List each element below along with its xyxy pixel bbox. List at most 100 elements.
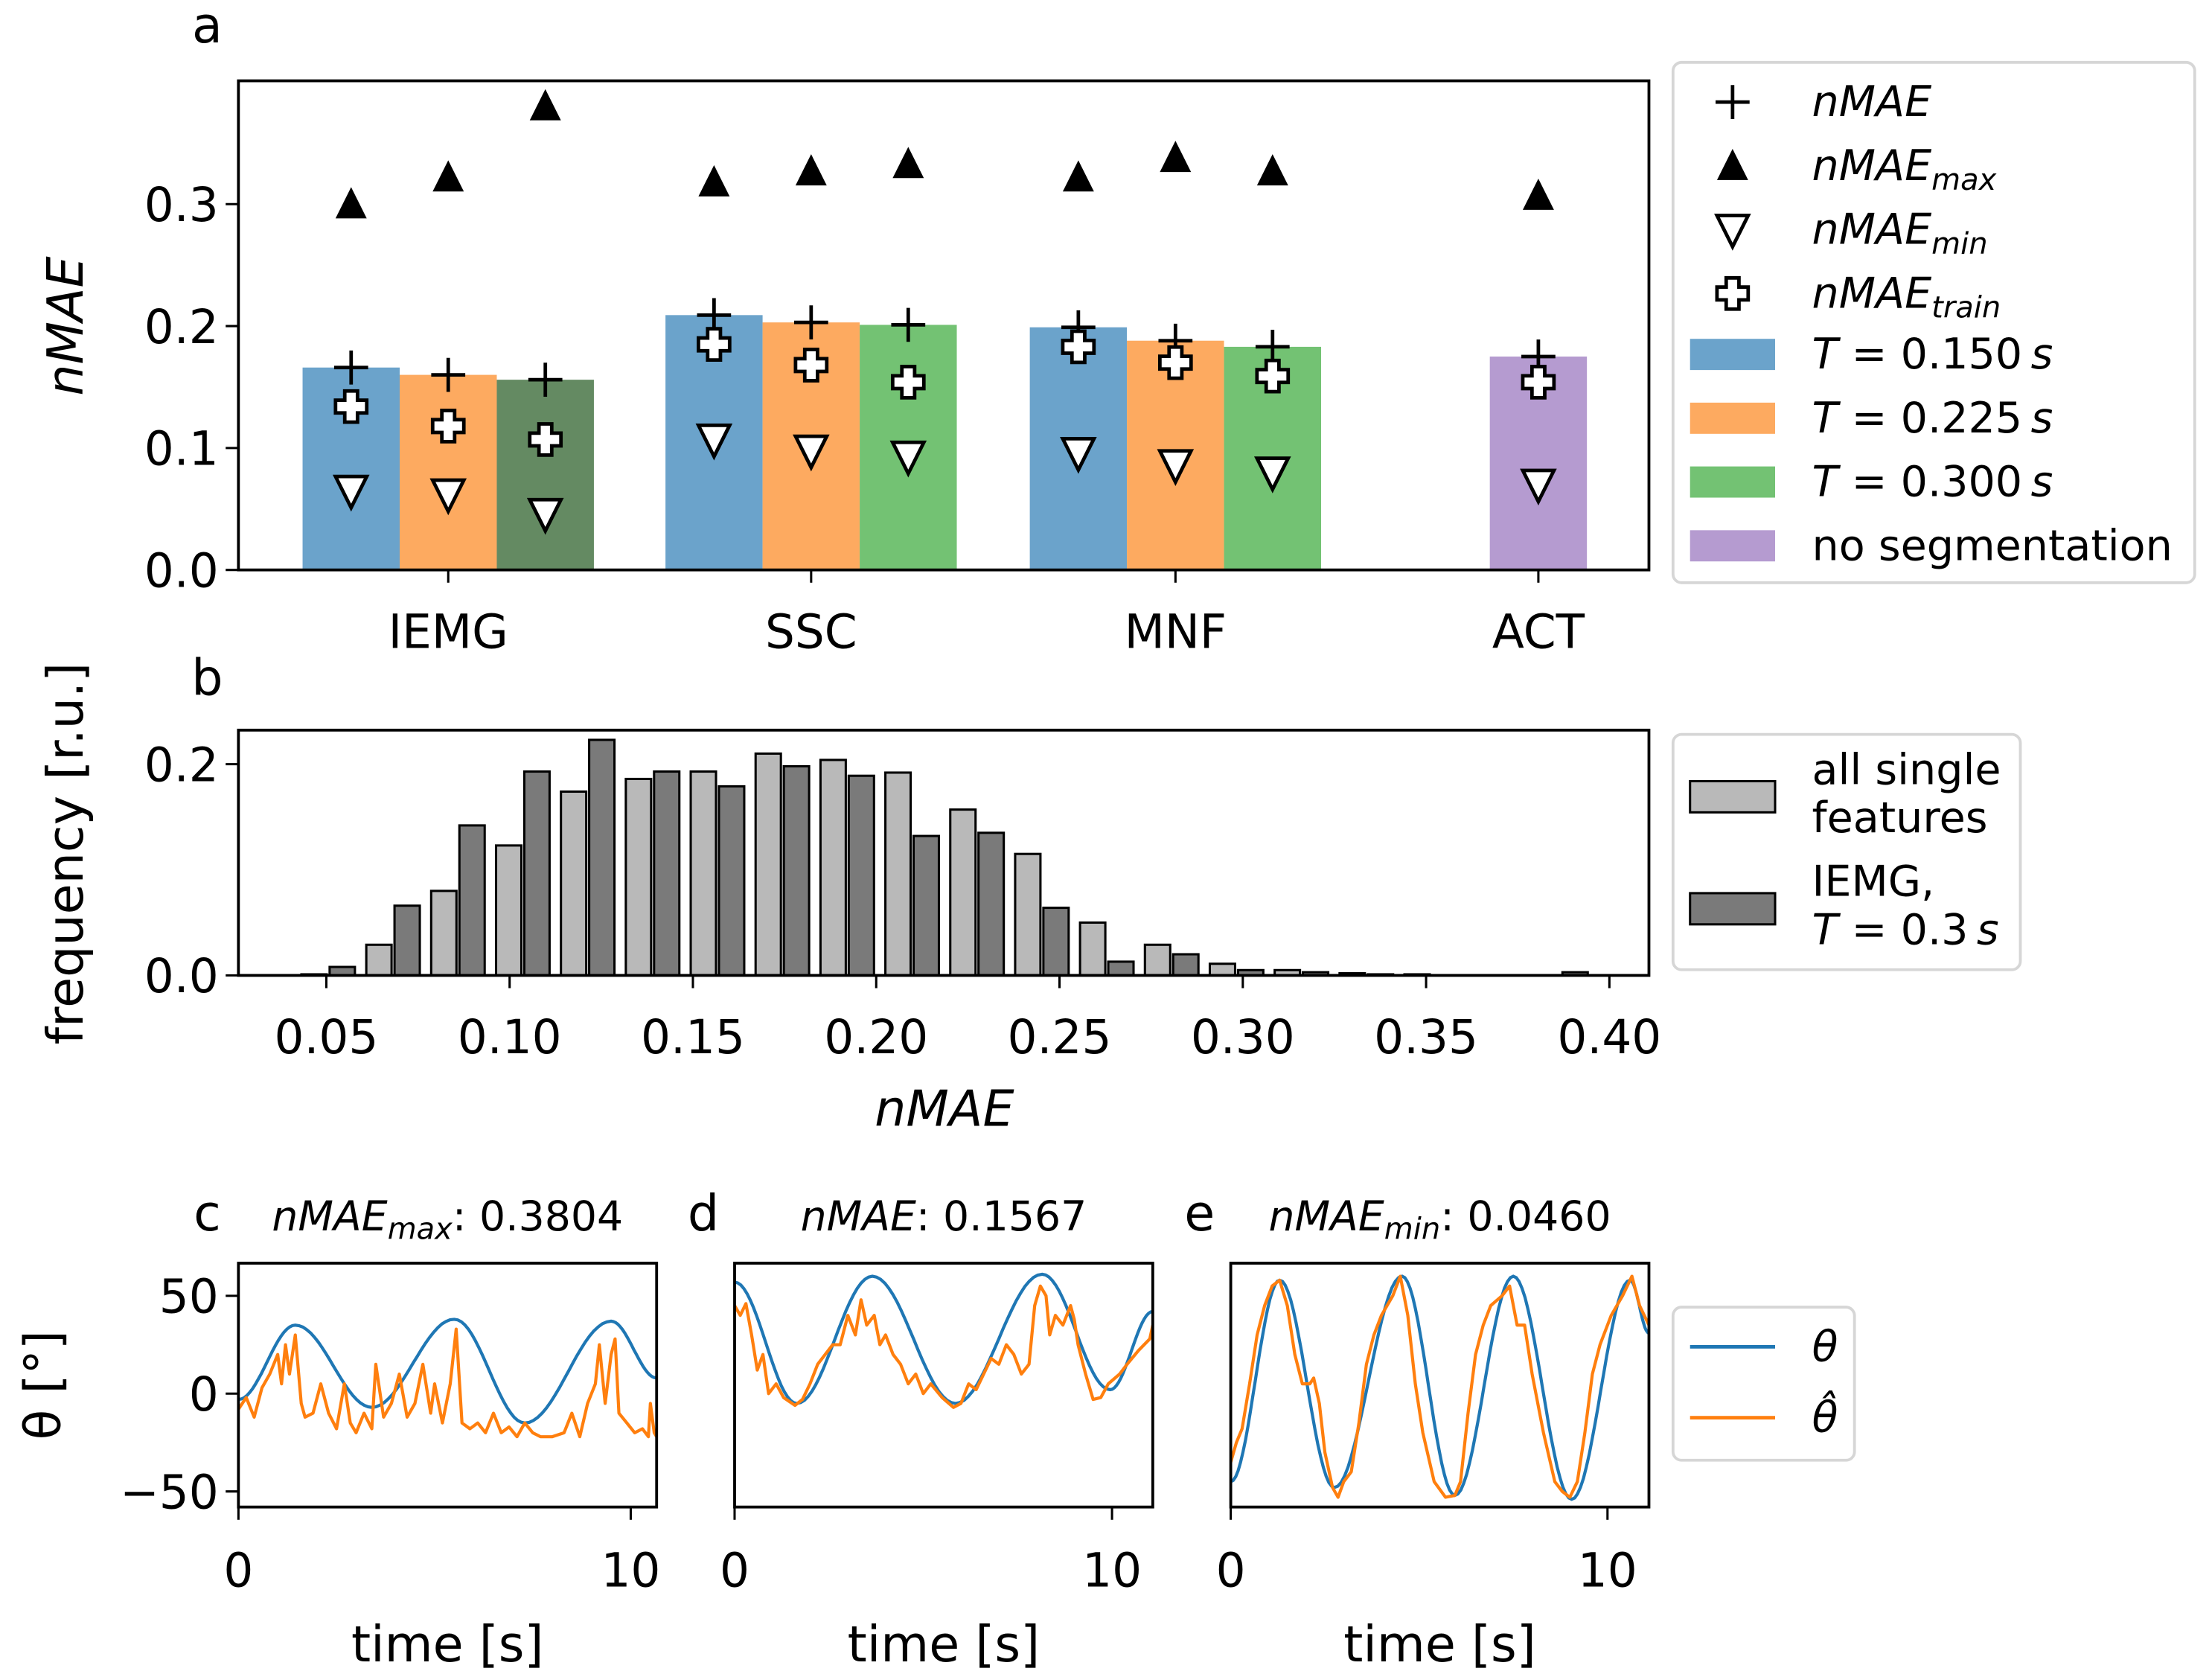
x-tick-label: 0.40 — [1557, 1010, 1661, 1064]
hist-bar-iemg — [653, 770, 681, 977]
legend-label: T = 0.300 s — [1812, 458, 2053, 507]
nmae-min-marker — [1157, 449, 1195, 486]
nmae-max-marker — [1522, 178, 1554, 210]
y-tick-label: 0.0 — [144, 544, 219, 598]
plot-frame-c — [237, 1262, 659, 1509]
legend-text: no segmentation — [1812, 521, 2173, 570]
nmae-max-marker — [335, 187, 367, 219]
legend-patch — [1690, 339, 1775, 371]
hist-bar-all-features — [624, 777, 653, 977]
nmae-marker — [1255, 330, 1290, 364]
nmae-train-marker — [528, 422, 563, 457]
legend-eq: = — [1838, 330, 1900, 379]
hist-bar-all-features — [1208, 962, 1236, 977]
legend-subscript: max — [1931, 163, 1996, 197]
legend-unit: s — [2031, 330, 2053, 379]
x-tick-label: 0.35 — [1374, 1010, 1478, 1064]
panel-label-d: d — [688, 1184, 719, 1242]
x-tick-label: 0.30 — [1191, 1010, 1295, 1064]
nmae-max-marker — [1062, 160, 1094, 192]
x-tick-label: MNF — [1125, 604, 1227, 659]
legend-label: nMAE — [1812, 77, 1932, 127]
panel-title-e: nMAEmin: 0.0460 — [1268, 1193, 1611, 1246]
x-axis-label-c: time [s] — [351, 1615, 544, 1673]
title-subscript: max — [388, 1213, 453, 1247]
x-axis-label-e: time [s] — [1343, 1615, 1536, 1673]
title-metric: nMAE — [1268, 1193, 1384, 1241]
hist-bar-iemg — [1042, 907, 1070, 977]
nmae-max-marker — [1716, 148, 1748, 180]
nmae-marker — [528, 362, 563, 397]
x-tick-label: 10 — [1578, 1543, 1637, 1597]
legend-subscript: train — [1931, 291, 2001, 325]
hist-bar-iemg — [977, 831, 1006, 977]
legend-frame — [1671, 60, 2196, 584]
nmae-max-marker — [1256, 154, 1288, 186]
legend-label: θ̂ — [1812, 1390, 1838, 1442]
nmae-min-legend-icon — [1714, 214, 1751, 251]
hist-bar-all-features — [949, 808, 977, 977]
legend-eq: = — [1838, 905, 1900, 954]
legend-label: θ — [1812, 1322, 1838, 1371]
nmae-min-marker — [695, 423, 733, 461]
hist-bar-all-features — [754, 752, 782, 977]
theta-line — [238, 1318, 657, 1425]
nmae-train-marker — [1157, 345, 1193, 380]
y-tick-label: 0.0 — [144, 949, 219, 1003]
legend-value: 0.3 — [1901, 905, 1969, 954]
nmae-train-marker — [1521, 365, 1556, 400]
bar-IEMG-2 — [496, 380, 594, 570]
panel-label-b: b — [191, 648, 223, 706]
y-tick-label: 50 — [159, 1270, 219, 1324]
x-tick-label: 0.25 — [1008, 1010, 1112, 1064]
y-tick-label: 0.2 — [144, 300, 219, 354]
nmae-min-marker — [1253, 456, 1291, 494]
hist-bar-iemg — [1107, 960, 1135, 977]
x-tick-label: ACT — [1492, 604, 1585, 659]
nmae-min-marker — [429, 478, 467, 516]
x-tick-label: 10 — [601, 1543, 660, 1597]
hist-bar-all-features — [819, 758, 847, 977]
y-tick-label: 0 — [189, 1367, 219, 1422]
legend-space — [2022, 330, 2030, 379]
y-tick-label: −50 — [120, 1466, 219, 1520]
legend-label: no segmentation — [1812, 521, 2173, 570]
legend-eq: = — [1838, 458, 1900, 507]
legend-metric: nMAE — [1812, 205, 1932, 255]
title-value: : 0.0460 — [1440, 1193, 1611, 1241]
legend-unit: s — [1977, 905, 1999, 954]
hist-bar-iemg — [1171, 953, 1200, 977]
legend-value: 0.300 — [1901, 458, 2023, 507]
nmae-train-marker — [333, 389, 369, 424]
legend-var: T — [1812, 330, 1841, 379]
hist-bar-iemg — [847, 774, 875, 977]
panel-e: 0 10 e nMAEmin: 0.0460 time [s] — [1184, 1184, 1651, 1673]
y-axis-label-c: θ [°] — [13, 1330, 71, 1440]
nmae-max-marker — [529, 89, 561, 121]
nmae-max-marker — [698, 165, 730, 197]
legend-theta: θ θ̂ — [1671, 1306, 1856, 1462]
panel-label-e: e — [1184, 1184, 1215, 1242]
plot-frame-b — [237, 728, 1651, 977]
hist-bar-iemg — [717, 785, 746, 977]
nmae-marker — [333, 350, 368, 385]
plot-frame-a — [237, 79, 1651, 572]
legend-eq: = — [1838, 394, 1900, 443]
legend-subscript: min — [1931, 227, 1987, 261]
nmae-max-marker — [892, 147, 924, 179]
plot-frame-d — [733, 1262, 1154, 1509]
hist-bar-all-features — [365, 943, 393, 977]
theta-hat-line — [1230, 1274, 1649, 1499]
x-tick-label: 0 — [1216, 1543, 1246, 1597]
legend-patch — [1690, 466, 1775, 498]
hist-bar-all-features — [1143, 943, 1171, 977]
y-tick-label: 0.1 — [144, 422, 219, 476]
hist-bar-iemg — [912, 834, 941, 977]
x-tick-label: SSC — [765, 604, 857, 659]
nmae-legend-icon — [1715, 85, 1750, 119]
nmae-train-marker — [430, 409, 466, 444]
nmae-max-marker — [1160, 141, 1192, 173]
